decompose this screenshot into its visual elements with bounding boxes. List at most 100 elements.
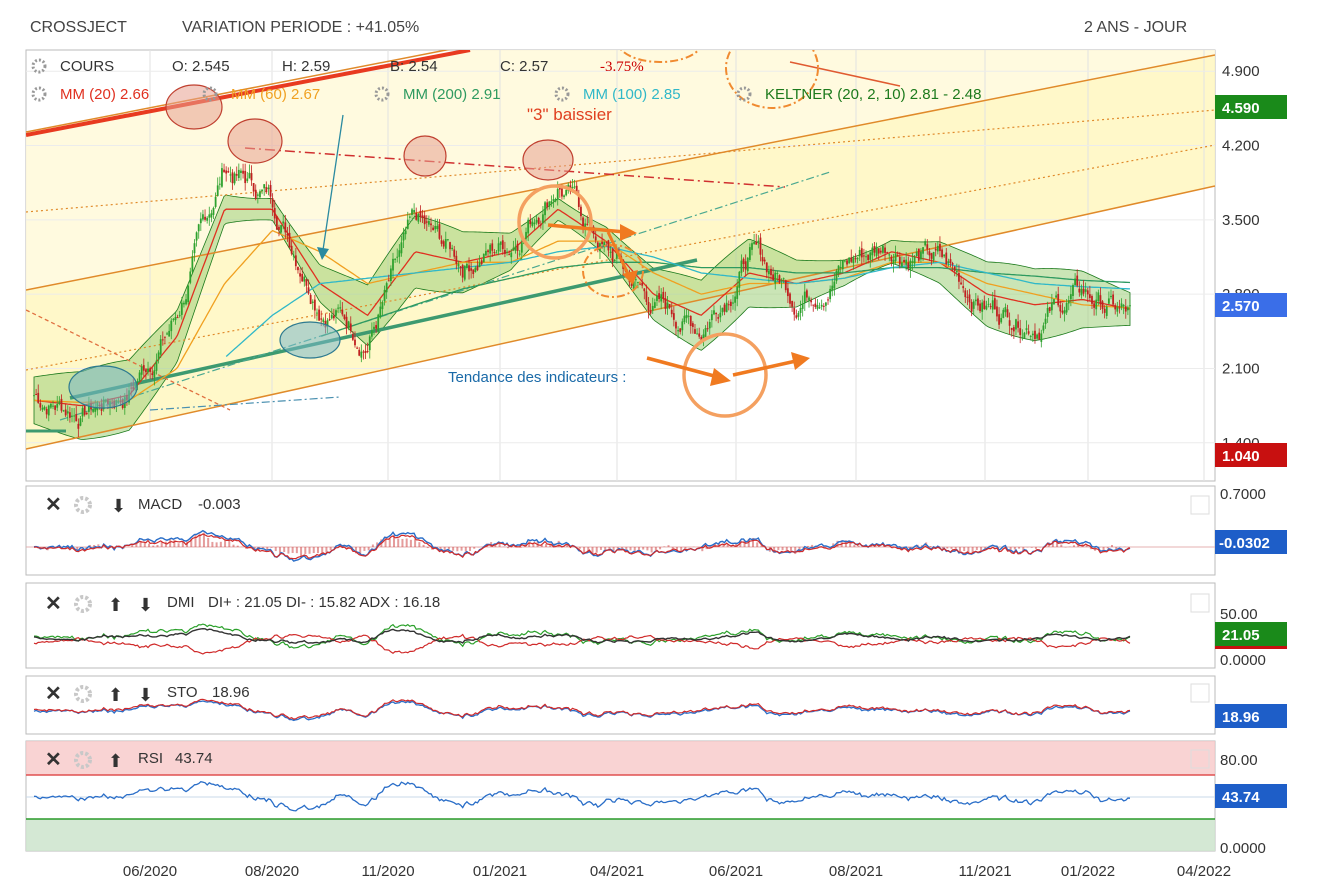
dmi-plot (33, 623, 1131, 655)
y-tick-label: 4.900 (1222, 63, 1260, 80)
badge-price: 2.570 (1215, 293, 1287, 317)
close-icon[interactable]: ✕ (45, 683, 62, 705)
candle-body (896, 255, 899, 257)
candle-body (377, 314, 380, 332)
gear-icon[interactable] (74, 751, 92, 769)
candle-body (637, 281, 639, 283)
candle-body (535, 219, 538, 223)
candle-body (480, 260, 483, 265)
macd-histogram-bar (882, 545, 885, 547)
candle-body (45, 408, 48, 415)
candle-body (922, 247, 924, 254)
macd-histogram-bar (675, 547, 678, 552)
candle-body (827, 299, 829, 301)
candle-body (645, 291, 648, 302)
candle-body (596, 242, 599, 250)
gear-icon[interactable] (74, 496, 92, 514)
candle-body (252, 183, 255, 192)
arrow-down-icon[interactable]: ⬇ (138, 595, 153, 615)
candle-body (970, 302, 973, 312)
candle-body (601, 241, 603, 245)
macd-histogram-bar (160, 541, 163, 547)
arrow-up-icon[interactable]: ⬆ (108, 685, 123, 705)
candle-body (206, 217, 209, 221)
candle-body (941, 249, 943, 257)
close-icon[interactable]: ✕ (45, 593, 62, 615)
candle-body (1124, 306, 1127, 312)
macd-histogram-bar (367, 547, 370, 551)
checkbox[interactable] (1190, 593, 1210, 613)
candle-body (856, 258, 859, 260)
candle-body (1057, 293, 1060, 306)
candle-body (615, 253, 618, 259)
arrow-down-icon[interactable]: ⬇ (111, 496, 126, 516)
macd-histogram-bar (1102, 547, 1105, 551)
candle-body (996, 306, 998, 317)
arrow-down-icon[interactable]: ⬇ (138, 685, 153, 705)
period-label[interactable]: 2 ANS - JOUR (1084, 19, 1188, 36)
gear-icon[interactable] (202, 86, 218, 102)
checkbox[interactable] (1190, 495, 1210, 515)
candle-body (474, 267, 477, 273)
macd-histogram-bar (278, 547, 281, 554)
candle-body (558, 187, 561, 190)
macd-histogram-bar (545, 544, 548, 547)
candle-body (706, 328, 709, 330)
gear-icon[interactable] (31, 58, 47, 74)
support-dashed (59, 171, 831, 421)
candle-body (867, 254, 870, 261)
legend-cours: COURS (60, 58, 114, 75)
candle-body (930, 253, 933, 259)
candle-body (354, 339, 356, 346)
macd-histogram-bar (198, 533, 201, 547)
macd-histogram-bar (464, 547, 467, 552)
badge-price-label: 2.570 (1222, 298, 1260, 315)
macd-histogram-bar (507, 547, 510, 549)
dmi-plus-line (34, 623, 1131, 649)
macd-histogram-bar (1056, 539, 1059, 547)
candle-body (210, 213, 213, 218)
close-icon[interactable]: ✕ (45, 749, 62, 771)
arrow-up-icon[interactable]: ⬆ (108, 595, 123, 615)
macd-histogram-bar (857, 545, 860, 547)
macd-histogram-bar (578, 547, 581, 549)
candle-body (882, 245, 884, 253)
candle-body (831, 285, 834, 291)
close-icon[interactable]: ✕ (45, 494, 62, 516)
candle-body (694, 329, 696, 334)
candle-body (710, 314, 713, 321)
x-axis: 06/2020 08/2020 11/2020 01/2021 04/2021 06/20… (123, 863, 1231, 880)
checkbox[interactable] (1190, 749, 1210, 769)
gear-icon[interactable] (736, 86, 752, 102)
macd-histogram-bar (295, 547, 298, 554)
x-tick-label: 04/2022 (1177, 863, 1231, 880)
candle-body (736, 286, 739, 299)
gear-icon[interactable] (74, 595, 92, 613)
candle-body (860, 248, 863, 258)
candle-body (814, 303, 817, 307)
gear-icon[interactable] (31, 86, 47, 102)
annotation-baissier: "3" baissier (527, 105, 612, 124)
macd-histogram-bar (1022, 547, 1025, 553)
candle-body (75, 414, 78, 422)
gear-icon[interactable] (554, 86, 570, 102)
candle-body (647, 301, 650, 311)
candle-body (504, 249, 506, 254)
candle-body (330, 314, 333, 319)
candle-body (607, 240, 610, 251)
checkbox[interactable] (1190, 683, 1210, 703)
candle-body (451, 247, 454, 250)
gear-icon[interactable] (74, 685, 92, 703)
ticker-title: CROSSJECT (30, 19, 127, 36)
candle-body (839, 266, 842, 268)
arrow-up-icon[interactable]: ⬆ (108, 751, 123, 771)
candle-body (351, 334, 354, 340)
macd-histogram-bar (566, 545, 569, 547)
gear-icon[interactable] (374, 86, 390, 102)
macd-histogram-bar (1030, 547, 1033, 548)
candle-body (290, 245, 293, 254)
candle-body (738, 271, 741, 288)
macd-histogram-bar (456, 547, 459, 552)
candle-body (818, 307, 821, 309)
